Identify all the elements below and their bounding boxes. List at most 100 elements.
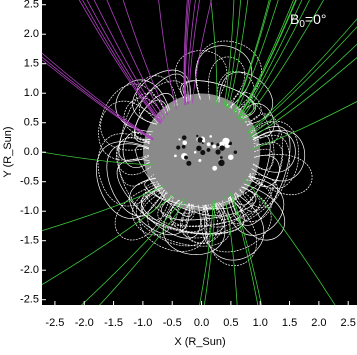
open-field-line — [243, 178, 340, 313]
closed-field-line — [233, 134, 271, 206]
open-field-line — [23, 37, 154, 140]
magnetogram-spot — [197, 137, 203, 143]
magnetogram-spot — [181, 135, 187, 140]
open-field-line — [248, 43, 357, 137]
x-tick-label: 1.0 — [253, 317, 268, 329]
y-tick-label: -1.5 — [20, 235, 39, 247]
magnetogram-spot — [219, 141, 224, 146]
closed-field-line — [136, 75, 178, 119]
closed-field-line — [122, 131, 151, 168]
magnetogram-spot — [196, 134, 199, 138]
magnetogram-spot — [181, 144, 186, 149]
magnetogram-spot — [222, 137, 230, 145]
magnetogram-spot — [233, 150, 238, 154]
closed-field-line — [247, 113, 280, 146]
magnetogram-spot — [174, 154, 177, 158]
x-tick-label: -0.5 — [163, 317, 182, 329]
open-field-line — [192, 0, 212, 104]
closed-field-line — [229, 183, 286, 241]
magnetogram-spot — [209, 135, 212, 138]
x-tick-label: 2.5 — [341, 317, 356, 329]
closed-field-line — [231, 92, 262, 123]
magnetogram-spot — [186, 160, 192, 166]
y-tick-label: -2.0 — [20, 264, 39, 276]
open-field-line — [232, 0, 270, 114]
open-field-line — [184, 0, 190, 106]
closed-field-line — [203, 195, 242, 228]
closed-field-line — [185, 204, 219, 244]
clip-mask — [0, 0, 42, 350]
magnetogram-spot — [206, 142, 211, 147]
open-field-line — [246, 18, 357, 133]
open-field-line — [247, 26, 357, 134]
magnetogram-spot — [215, 149, 221, 155]
closed-field-line — [174, 50, 228, 102]
open-field-line — [183, 0, 188, 106]
open-field-line — [234, 0, 279, 116]
open-field-line — [106, 0, 166, 119]
magnetogram-spot — [193, 150, 197, 154]
magnetogram-spot — [212, 165, 218, 171]
annotation-base: B — [290, 11, 299, 27]
closed-field-line — [144, 181, 195, 222]
closed-field-line — [176, 175, 260, 214]
open-field-line — [122, 0, 169, 116]
closed-field-line — [100, 100, 158, 151]
closed-field-line — [139, 189, 208, 252]
closed-field-line — [141, 187, 245, 234]
magnetogram-spot — [218, 159, 225, 167]
open-field-line — [242, 0, 325, 125]
magnetogram-spot — [182, 140, 188, 146]
open-field-line — [78, 0, 161, 125]
open-field-line — [225, 0, 242, 109]
closed-field-line — [114, 183, 172, 241]
open-field-line — [249, 57, 357, 140]
magnetogram-spot — [228, 154, 234, 160]
open-field-line — [232, 0, 271, 114]
closed-field-line — [115, 79, 170, 133]
magnetogram-spot — [176, 145, 181, 150]
annotation-subscript: 0 — [299, 19, 305, 30]
closed-field-line — [181, 203, 223, 244]
y-tick-label: 0.5 — [24, 117, 39, 129]
open-field-line — [237, 0, 297, 119]
x-tick-label: 0.5 — [223, 317, 238, 329]
closed-field-line — [97, 133, 160, 207]
x-tick-label: 1.5 — [282, 317, 297, 329]
open-field-line — [239, 0, 303, 120]
closed-field-line — [169, 199, 209, 233]
open-field-line — [223, 0, 235, 108]
annotation: B0=0° — [290, 11, 326, 30]
y-axis-label: Y (R_Sun) — [2, 126, 14, 177]
closed-field-line — [227, 126, 291, 226]
open-field-line — [82, 0, 162, 124]
open-field-line — [186, 0, 196, 105]
y-tick-label: 1.0 — [24, 87, 39, 99]
closed-field-line — [230, 179, 273, 222]
magnetogram-spot — [178, 138, 181, 141]
magnetogram-spot — [219, 145, 225, 151]
x-tick-label: -1.5 — [104, 317, 123, 329]
magnetogram-spot — [219, 156, 223, 159]
x-tick-label: 2.0 — [311, 317, 326, 329]
y-tick-label: -2.5 — [20, 294, 39, 306]
closed-field-line — [208, 56, 246, 106]
closed-field-line — [157, 186, 261, 227]
closed-field-line — [169, 189, 254, 228]
closed-field-line — [98, 83, 167, 161]
open-field-line — [86, 0, 162, 123]
x-axis-label: X (R_Sun) — [174, 336, 225, 348]
open-field-line — [188, 0, 200, 105]
open-field-line — [68, 198, 184, 317]
closed-field-line — [195, 40, 262, 111]
open-field-line — [38, 193, 175, 287]
x-tick-label: -2.0 — [75, 317, 94, 329]
magnetogram-spot — [198, 158, 202, 162]
closed-field-line — [147, 192, 211, 247]
magnetogram-spot — [212, 144, 217, 149]
magnetogram-spot — [184, 155, 188, 160]
open-field-line — [227, 0, 249, 110]
y-tick-label: 2.5 — [24, 0, 39, 11]
